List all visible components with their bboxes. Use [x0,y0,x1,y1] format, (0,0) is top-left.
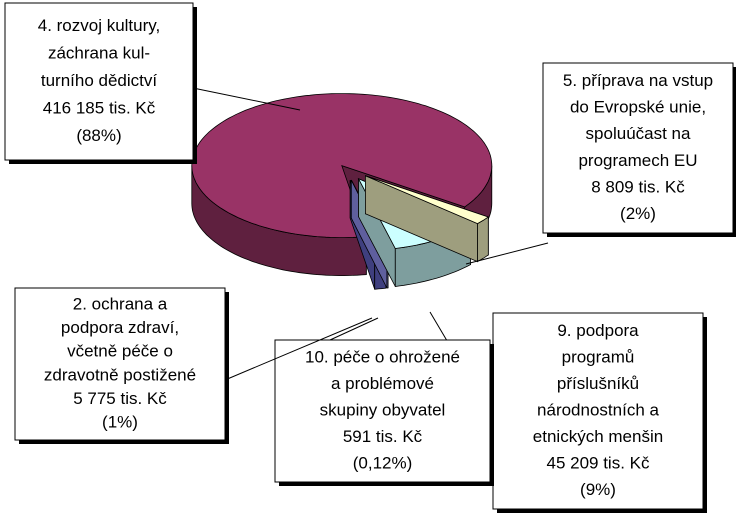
leader-line [224,317,373,381]
slice-label: a problémové [331,374,434,393]
slice-label: včetně péče o [67,342,173,361]
leader-line [192,87,301,111]
slice-label: 10. péče o ohrožené [305,348,460,367]
slice-label: turního dědictví [41,71,158,90]
label-box [4,2,194,161]
slice [365,175,490,225]
slice-label: spoluúčast na [586,124,691,143]
slice-label: (1%) [102,413,138,432]
label-box [274,339,491,483]
slice-label: 4. rozvoj kultury, [38,16,161,35]
slice-label: 8 809 tis. Kč [591,177,685,196]
slice-label: skupiny obyvatel [320,400,446,419]
label-box [492,312,704,510]
slice-label: 5. příprava na vstup [563,71,713,90]
slice-label: 591 tis. Kč [343,427,423,446]
slice-label: 5 775 tis. Kč [73,389,167,408]
slice [191,93,493,238]
slice-label: (0,12%) [353,453,413,472]
slice-label: podpora zdraví, [61,318,179,337]
slice-label: (2%) [620,204,656,223]
slice-label: (88%) [76,126,121,145]
leader-line [329,317,379,341]
slice-label: zdravotně postižené [44,365,196,384]
slice-label: národnostních a [537,400,659,419]
slice-label: 9. podpora [557,321,639,340]
slice-label: programů [562,347,635,366]
label-box [14,287,226,441]
label-box [542,62,734,234]
slice-side [477,216,489,263]
slice-label: záchrana kul- [48,43,150,62]
slice-label: do Evropské unie, [570,97,706,116]
slice-label: příslušníků [557,374,639,393]
slice-label: 2. ochrana a [73,294,168,313]
slice-label: 416 185 tis. Kč [43,98,156,117]
leader-line [465,242,549,265]
slice-label: (9%) [580,480,616,499]
slice-label: etnických menšin [533,427,663,446]
slice-label: programech EU [578,151,697,170]
slice-label: 45 209 tis. Kč [546,454,650,473]
